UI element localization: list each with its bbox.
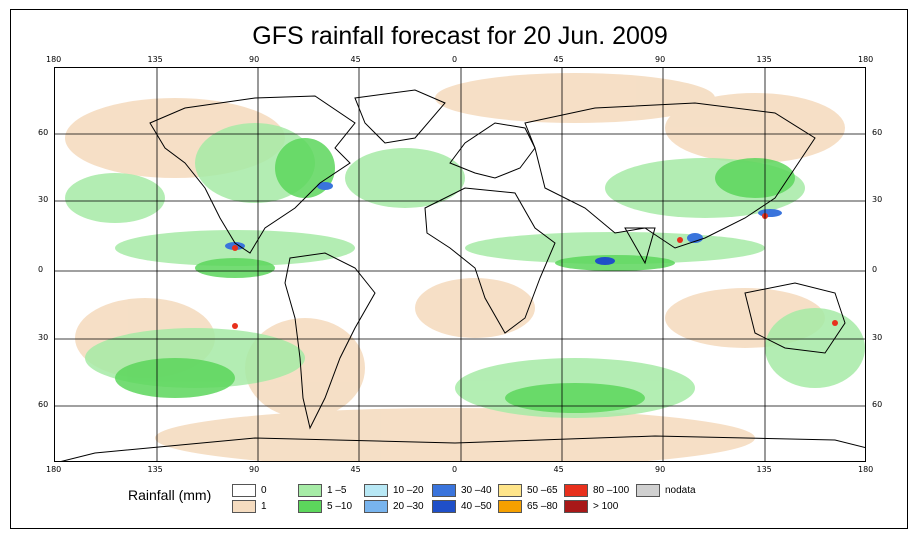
legend-label: 10 –20: [393, 485, 424, 496]
legend-swatch: [432, 500, 456, 513]
lon-tick-label: 90: [655, 55, 666, 64]
rain-field-heavy: [115, 138, 795, 413]
legend-title: Rainfall (mm): [128, 487, 212, 503]
coastlines: [60, 89, 865, 461]
legend-label: > 100: [593, 501, 619, 512]
north-america: [149, 95, 356, 254]
legend-swatch: [564, 484, 588, 497]
lon-tick-label: 90: [249, 55, 260, 64]
lon-tick-label: 180: [46, 55, 62, 64]
lat-tick-label: 60: [872, 400, 883, 409]
lon-tick-label: 90: [249, 465, 260, 474]
lon-tick-label: 180: [858, 55, 874, 64]
legend-swatch: [498, 500, 522, 513]
graticule: [55, 68, 865, 461]
lat-tick-label: 0: [38, 265, 44, 274]
rainfall-map[interactable]: [54, 67, 866, 462]
lat-tick-label: 0: [872, 265, 878, 274]
africa: [424, 187, 556, 334]
legend-swatch: [298, 484, 322, 497]
legend-swatch: [432, 484, 456, 497]
lon-tick-label: 90: [655, 465, 666, 474]
lat-tick-label: 30: [872, 333, 883, 342]
legend-swatch: [232, 484, 256, 497]
legend-swatch: [564, 500, 588, 513]
greenland: [354, 89, 446, 144]
antarctica: [60, 435, 865, 461]
lon-tick-label: 135: [756, 55, 772, 64]
lon-tick-label: 45: [553, 55, 564, 64]
legend-swatch: [636, 484, 660, 497]
lon-tick-label: 135: [147, 55, 163, 64]
australia: [744, 282, 846, 354]
lon-tick-label: 0: [452, 465, 458, 474]
lat-tick-label: 30: [38, 333, 49, 342]
lon-tick-label: 45: [350, 465, 361, 474]
legend-label: 20 –30: [393, 501, 424, 512]
legend-swatch: [364, 484, 388, 497]
lon-tick-label: 0: [452, 55, 458, 64]
lon-tick-label: 180: [858, 465, 874, 474]
lat-tick-label: 30: [872, 195, 883, 204]
legend-label: 50 –65: [527, 485, 558, 496]
lat-tick-label: 30: [38, 195, 49, 204]
asia: [524, 102, 816, 249]
lat-tick-label: 60: [38, 128, 49, 137]
europe: [449, 122, 536, 179]
legend-swatch: [298, 500, 322, 513]
legend-label: 65 –80: [527, 501, 558, 512]
lat-tick-label: 60: [872, 128, 883, 137]
legend-label: 30 –40: [461, 485, 492, 496]
rain-field-light: [65, 73, 845, 461]
lon-tick-label: 180: [46, 465, 62, 474]
lon-tick-label: 135: [147, 465, 163, 474]
legend-label: 0: [261, 485, 267, 496]
legend-label: 1: [261, 501, 267, 512]
lon-tick-label: 45: [553, 465, 564, 474]
figure-frame: [10, 9, 908, 529]
legend-label: 1 –5: [327, 485, 347, 496]
legend-label: 5 –10: [327, 501, 353, 512]
lon-tick-label: 45: [350, 55, 361, 64]
legend-label: 40 –50: [461, 501, 492, 512]
lon-tick-label: 135: [756, 465, 772, 474]
map-canvas: [55, 68, 865, 461]
south-america: [284, 252, 376, 430]
india: [624, 227, 656, 265]
legend-label: 80 –100: [593, 485, 630, 496]
lat-tick-label: 60: [38, 400, 49, 409]
legend-swatch: [232, 500, 256, 513]
legend-label: nodata: [665, 485, 696, 496]
legend-swatch: [364, 500, 388, 513]
map-title: GFS rainfall forecast for 20 Jun. 2009: [252, 22, 668, 50]
legend-swatch: [498, 484, 522, 497]
